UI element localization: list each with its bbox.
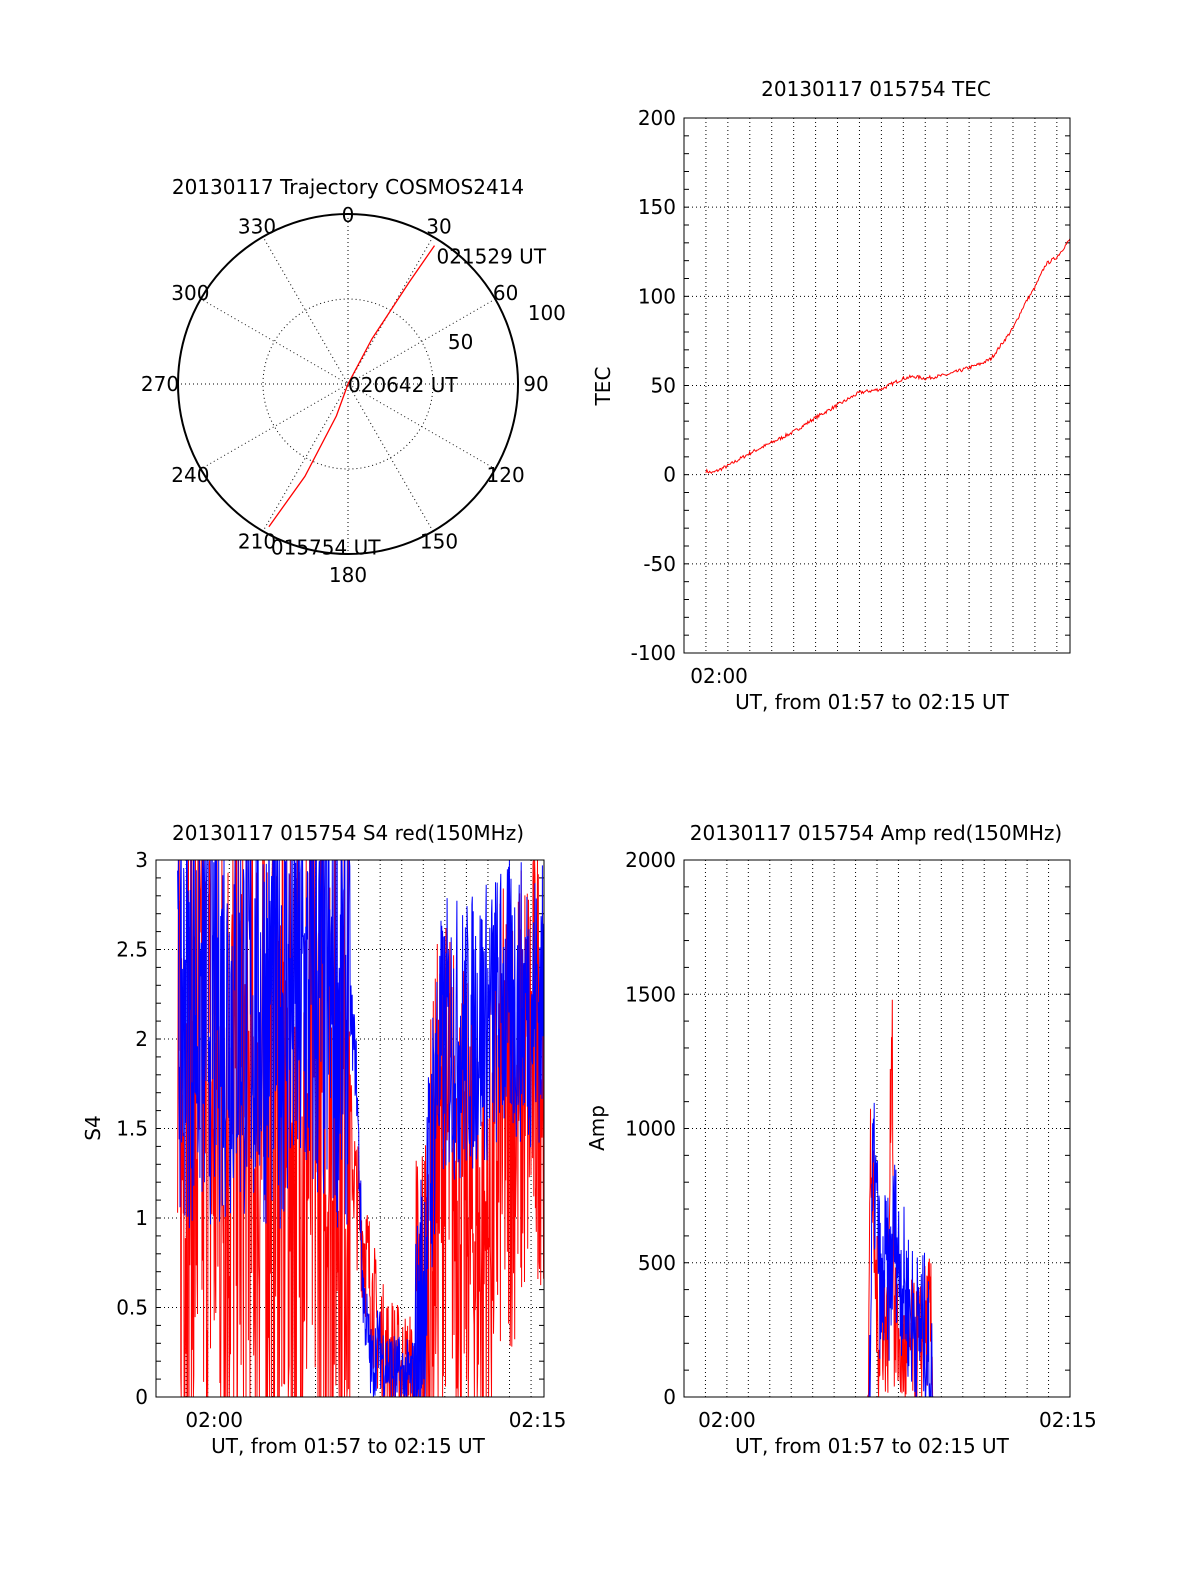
polar-angle-label: 60 <box>493 281 518 305</box>
amp-title: 20130117 015754 Amp red(150MHz) <box>690 821 1062 845</box>
polar-angle-labels: 0 30 60 90 120 150 180 210 240 270 300 330 <box>141 203 549 587</box>
polar-angle-label: 300 <box>171 281 209 305</box>
amp-panel: 20130117 015754 Amp red(150MHz) Amp UT, … <box>585 821 1097 1458</box>
trajectory-time-annotations: 021529 UT 020642 UT 015754 UT <box>271 245 547 560</box>
blue-series-line <box>705 1102 1068 1397</box>
polar-spoke <box>262 236 434 532</box>
polar-angle-label: 330 <box>238 214 276 238</box>
y-tick-label: 2000 <box>625 848 676 872</box>
blue-series-line <box>177 860 544 1397</box>
polar-radius-labels: 50 100 <box>448 301 566 354</box>
y-tick-label: 200 <box>638 106 676 130</box>
y-tick-label: 500 <box>638 1251 676 1275</box>
s4-x-axis-label: UT, from 01:57 to 02:15 UT <box>211 1434 486 1458</box>
s4-y-axis-label: S4 <box>81 1115 105 1140</box>
y-tick-label: 3 <box>135 848 148 872</box>
trajectory-track <box>268 245 436 528</box>
y-tick-label: 1.5 <box>116 1117 148 1141</box>
amp-plot-area: 0 500 1000 1500 2000 02:00 02:15 <box>625 848 1097 1432</box>
y-tick-label: 100 <box>638 284 676 308</box>
plot-frame <box>683 117 1071 654</box>
polar-angle-label: 270 <box>141 372 179 396</box>
y-tick-label: 1000 <box>625 1117 676 1141</box>
trajectory-panel: 20130117 Trajectory COSMOS2414 0 30 60 90 12… <box>141 175 566 587</box>
y-tick-label: -100 <box>631 641 676 665</box>
trajectory-time-label: 015754 UT <box>271 536 381 560</box>
polar-spoke <box>262 236 434 532</box>
y-tick-label: 1 <box>135 1206 148 1230</box>
polar-angle-label: 30 <box>426 214 451 238</box>
plot-frame <box>155 859 545 1398</box>
amp-x-axis-label: UT, from 01:57 to 02:15 UT <box>735 1434 1010 1458</box>
amp-y-axis-label: Amp <box>585 1105 609 1151</box>
trajectory-line <box>268 245 436 528</box>
s4-plot-area: 0 0.5 1 1.5 2 2.5 3 02:00 02:15 <box>116 848 566 1432</box>
polar-spoke <box>200 298 496 470</box>
plot-frame <box>683 859 1071 1398</box>
trajectory-time-label: 021529 UT <box>436 245 546 269</box>
x-tick-label: 02:00 <box>698 1408 756 1432</box>
trajectory-title: 20130117 Trajectory COSMOS2414 <box>172 175 524 199</box>
y-tick-label: 2 <box>135 1027 148 1051</box>
y-tick-label: 150 <box>638 195 676 219</box>
polar-angle-label: 210 <box>238 530 276 554</box>
polar-angle-label: 120 <box>487 463 525 487</box>
tec-x-axis-label: UT, from 01:57 to 02:15 UT <box>735 690 1010 714</box>
polar-angle-label: 240 <box>171 463 209 487</box>
y-tick-label: 0.5 <box>116 1296 148 1320</box>
polar-radius-label: 50 <box>448 330 473 354</box>
tec-plot-area: -100 -50 0 50 100 150 200 02:00 <box>631 106 1071 688</box>
x-tick-label: 02:15 <box>509 1408 567 1432</box>
y-tick-label: 0 <box>663 1385 676 1409</box>
s4-title: 20130117 015754 S4 red(150MHz) <box>172 821 524 845</box>
polar-angle-label: 0 <box>342 203 355 227</box>
x-tick-label: 02:15 <box>1039 1408 1097 1432</box>
tec-y-axis-label: TEC <box>591 367 615 407</box>
polar-grid <box>177 213 519 555</box>
s4-panel: 20130117 015754 S4 red(150MHz) S4 UT, fr… <box>81 821 566 1458</box>
y-tick-label: 2.5 <box>116 938 148 962</box>
x-tick-label: 02:00 <box>690 664 748 688</box>
y-tick-label: -50 <box>643 552 676 576</box>
trajectory-time-label: 020642 UT <box>348 373 458 397</box>
red-series-line <box>705 999 1068 1397</box>
x-tick-label: 02:00 <box>185 1408 243 1432</box>
y-tick-label: 50 <box>651 374 676 398</box>
tec-title: 20130117 015754 TEC <box>761 77 991 101</box>
polar-angle-label: 180 <box>329 563 367 587</box>
red-series-line <box>705 238 1070 475</box>
y-tick-label: 1500 <box>625 982 676 1006</box>
polar-radius-label: 100 <box>528 301 566 325</box>
polar-angle-label: 150 <box>420 530 458 554</box>
polar-angle-label: 90 <box>523 372 548 396</box>
tec-panel: 20130117 015754 TEC TEC UT, from 01:57 t… <box>591 77 1071 714</box>
y-tick-label: 0 <box>663 463 676 487</box>
y-tick-label: 0 <box>135 1385 148 1409</box>
polar-spoke <box>200 298 496 470</box>
